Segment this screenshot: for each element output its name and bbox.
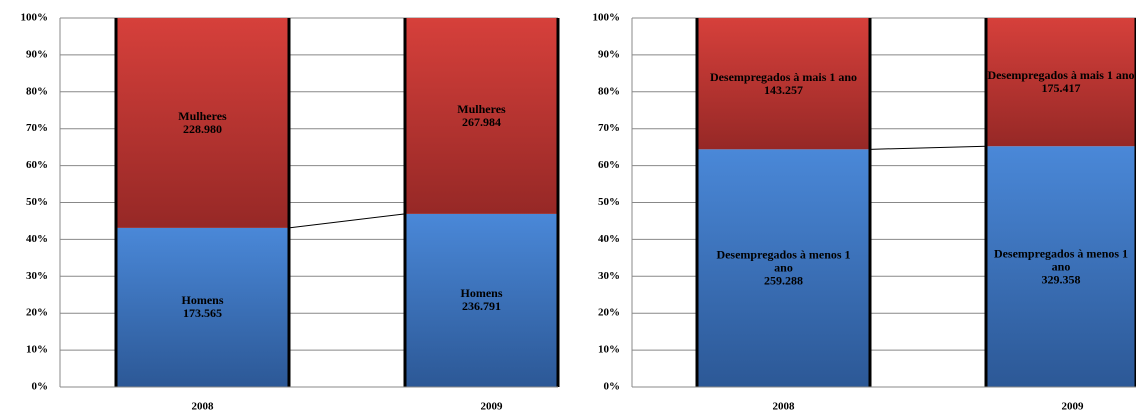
y-tick-label: 10% bbox=[26, 344, 48, 356]
bar-segment bbox=[697, 18, 870, 150]
data-label-name: Desempregados à menos 1 ano bbox=[993, 246, 1129, 274]
y-tick-label: 70% bbox=[598, 122, 620, 134]
y-tick-label: 90% bbox=[26, 48, 48, 60]
data-label-name: Homens bbox=[181, 293, 224, 308]
bar-segment bbox=[116, 227, 289, 387]
y-tick-label: 20% bbox=[598, 307, 620, 319]
y-tick-label: 40% bbox=[26, 233, 48, 245]
x-tick-label: 2008 bbox=[773, 401, 796, 413]
y-tick-label: 60% bbox=[26, 159, 48, 171]
y-tick-label: 100% bbox=[21, 12, 49, 24]
y-tick-label: 40% bbox=[598, 233, 620, 245]
series-line bbox=[869, 145, 987, 150]
y-tick-label: 20% bbox=[26, 307, 48, 319]
data-label-name: Desempregados à mais 1 ano bbox=[987, 68, 1135, 83]
data-label: Desempregados à mais 1 ano 143.257 bbox=[709, 69, 859, 97]
series-line bbox=[288, 213, 406, 229]
y-tick-label: 100% bbox=[593, 12, 621, 24]
data-label-name: Mulheres bbox=[178, 108, 227, 123]
data-label-value: 236.791 bbox=[462, 299, 501, 314]
bar-segment bbox=[986, 18, 1136, 147]
bar-segment bbox=[116, 18, 289, 228]
y-tick-label: 0% bbox=[32, 381, 49, 393]
y-tick-label: 50% bbox=[598, 196, 620, 208]
data-label-name: Desempregados à menos 1 ano bbox=[716, 247, 851, 275]
data-label-name: Mulheres bbox=[457, 101, 506, 116]
y-tick-label: 80% bbox=[598, 85, 620, 97]
data-label-value: 329.358 bbox=[1041, 272, 1081, 287]
bar-segment bbox=[986, 146, 1136, 387]
data-label: Mulheres 267.984 bbox=[407, 101, 557, 129]
data-label-name: Homens bbox=[460, 286, 503, 301]
y-tick-label: 90% bbox=[598, 48, 620, 60]
y-tick-label: 0% bbox=[604, 381, 621, 393]
data-label: Homens 173.565 bbox=[128, 294, 278, 320]
x-tick-label: 2008 bbox=[192, 401, 215, 413]
data-label: Desempregados à mais 1 ano 175.417 bbox=[986, 69, 1136, 95]
y-tick-label: 70% bbox=[26, 122, 48, 134]
data-label: Desempregados à menos 1 ano 259.288 bbox=[709, 247, 859, 288]
y-tick-label: 30% bbox=[26, 270, 48, 282]
data-label: Desempregados à menos 1 ano 329.358 bbox=[986, 247, 1136, 286]
bar-segment bbox=[405, 213, 558, 387]
data-label-value: 228.980 bbox=[183, 121, 222, 136]
data-label-value: 259.288 bbox=[764, 273, 803, 288]
y-tick-label: 60% bbox=[598, 159, 620, 171]
y-tick-label: 30% bbox=[598, 270, 620, 282]
y-tick-label: 10% bbox=[598, 344, 620, 356]
x-tick-label: 2009 bbox=[1062, 401, 1085, 413]
data-label-name: Desempregados à mais 1 ano bbox=[709, 69, 858, 84]
y-tick-label: 50% bbox=[26, 196, 48, 208]
x-tick-label: 2009 bbox=[481, 401, 504, 413]
data-label-value: 173.565 bbox=[183, 306, 222, 321]
data-label-value: 143.257 bbox=[764, 82, 803, 97]
y-tick-label: 80% bbox=[26, 85, 48, 97]
data-label: Homens 236.791 bbox=[407, 287, 557, 313]
data-label: Mulheres 228.980 bbox=[128, 108, 278, 136]
bar-segment bbox=[405, 18, 558, 214]
bar-segment bbox=[697, 149, 870, 387]
data-label-value: 267.984 bbox=[462, 114, 501, 129]
data-label-value: 175.417 bbox=[1041, 81, 1081, 96]
